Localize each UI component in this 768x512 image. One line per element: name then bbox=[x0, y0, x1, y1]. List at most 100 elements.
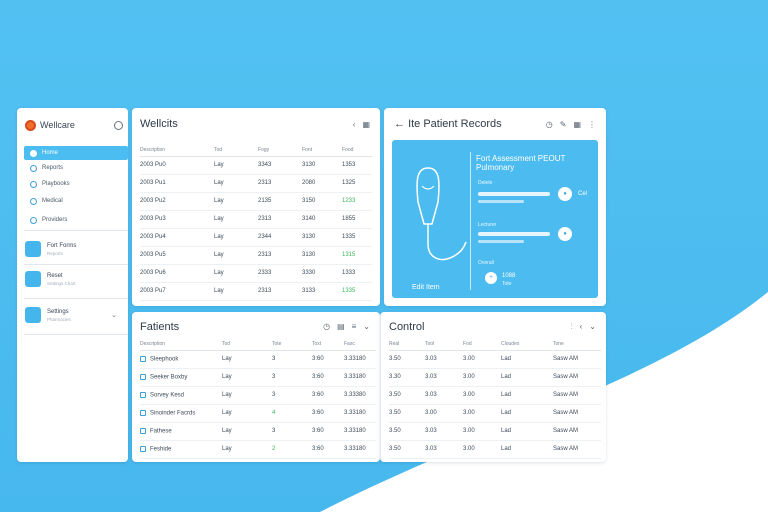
cell-text: 1353 bbox=[342, 162, 356, 168]
column-header[interactable]: Fasc bbox=[344, 338, 376, 351]
table-row[interactable]: 3.30 3.03 3.00 Lad Sasw AM bbox=[389, 368, 601, 387]
cell-text: 3140 bbox=[302, 216, 316, 222]
reset-icon bbox=[25, 271, 41, 287]
cell-text: 3:60 bbox=[312, 356, 324, 362]
table-cell: Sasw AM bbox=[553, 386, 601, 405]
cell-text: 2003 Pu4 bbox=[140, 234, 166, 240]
chevron-down-icon[interactable]: ⌄ bbox=[111, 312, 117, 319]
settings-icon[interactable]: ≡ bbox=[351, 322, 357, 331]
panel-title: Wellcits bbox=[140, 118, 178, 130]
chevron-down-icon[interactable]: ⌄ bbox=[363, 322, 370, 331]
table-row[interactable]: Sorvey Kesd Lay 3 3:60 3.33380 bbox=[140, 386, 376, 405]
table-row[interactable]: 2003 Pu5 Lay 2313 3130 1315 bbox=[140, 246, 372, 265]
cell-text: 3.03 bbox=[425, 374, 437, 380]
sidebar-card-forms[interactable]: Fort Forms Reports bbox=[25, 236, 123, 262]
column-header[interactable]: Tod bbox=[214, 144, 258, 157]
sidebar-card-reset[interactable]: Reset Settings Chart bbox=[25, 266, 123, 292]
column-header[interactable]: Fogy bbox=[258, 144, 302, 157]
sidebar-item-providers[interactable]: Providers bbox=[24, 213, 128, 227]
table-row[interactable]: Feshide Lay 2 3:60 3.33180 bbox=[140, 440, 376, 459]
column-header[interactable]: Fod bbox=[463, 338, 501, 351]
clock-icon[interactable]: ◷ bbox=[323, 322, 331, 331]
grid-icon[interactable]: ▦ bbox=[362, 120, 370, 129]
chevron-left-icon[interactable]: ‹ bbox=[352, 120, 356, 129]
column-header[interactable]: Tod bbox=[222, 338, 272, 351]
table-cell: 3 bbox=[272, 350, 312, 369]
cell-text: 3.00 bbox=[425, 410, 437, 416]
table-row[interactable]: 3.50 3.00 3.00 Lad Sasw AM bbox=[389, 404, 601, 423]
column-header[interactable]: Font bbox=[302, 144, 342, 157]
cell-text: 3 bbox=[272, 374, 276, 380]
chevron-left-icon[interactable]: ‹ bbox=[579, 322, 583, 331]
column-header[interactable]: Real bbox=[389, 338, 425, 351]
table-cell: 3.50 bbox=[389, 422, 425, 441]
cell-text: Lay bbox=[222, 428, 232, 434]
table-row[interactable]: 2003 Pu7 Lay 2313 3133 1335 bbox=[140, 282, 372, 301]
table-cell: Lay bbox=[214, 174, 258, 193]
sidebar-item-playbooks[interactable]: Playbooks bbox=[24, 177, 128, 191]
column-header[interactable]: Cloudex bbox=[501, 338, 553, 351]
column-header[interactable]: Toxt bbox=[312, 338, 344, 351]
cell-text: Sleephook bbox=[150, 356, 179, 363]
panel-title-text: Ite Patient Records bbox=[408, 118, 502, 130]
back-icon[interactable]: ← bbox=[394, 118, 409, 130]
home-icon bbox=[30, 149, 37, 157]
cell-text: Lay bbox=[222, 410, 232, 416]
table-row[interactable]: Fathese Lay 3 3:60 3.33180 bbox=[140, 422, 376, 441]
table-row[interactable]: 2003 Pu4 Lay 2344 3130 1335 bbox=[140, 228, 372, 247]
row-checkbox[interactable] bbox=[140, 427, 146, 434]
add-icon[interactable]: + bbox=[485, 272, 497, 284]
sidebar-item-reports[interactable]: Reports bbox=[24, 161, 128, 175]
filter-icon[interactable]: ⫶ bbox=[570, 322, 573, 331]
row-checkbox[interactable] bbox=[140, 355, 146, 362]
column-header[interactable]: Tool bbox=[425, 338, 463, 351]
table-row[interactable]: 2003 Pu3 Lay 2313 3140 1855 bbox=[140, 210, 372, 229]
toggle-knob[interactable]: ● bbox=[558, 227, 572, 241]
table-row[interactable]: Sleephook Lay 3 3:60 3.33180 bbox=[140, 350, 376, 369]
sidebar-item-home[interactable]: Home bbox=[24, 146, 128, 160]
more-icon[interactable]: ⋮ bbox=[588, 120, 596, 129]
field-bar bbox=[478, 240, 524, 243]
row-checkbox[interactable] bbox=[140, 409, 146, 416]
toggle-knob[interactable]: ● bbox=[558, 187, 572, 201]
visits-table: Description Tod Fogy Font Food 2003 Pu0 L… bbox=[140, 144, 372, 301]
table-row[interactable]: Seeker Boxby Lay 3 3:60 3.33180 bbox=[140, 368, 376, 387]
table-row[interactable]: 2003 Pu6 Lay 2333 3330 1333 bbox=[140, 264, 372, 283]
table-row[interactable]: Sinoinder Facrds Lay 4 3:60 3.33180 bbox=[140, 404, 376, 423]
table-row[interactable]: 2003 Pu2 Lay 2135 3150 1233 bbox=[140, 192, 372, 211]
row-checkbox[interactable] bbox=[140, 373, 146, 380]
table-cell: Sinoinder Facrds bbox=[140, 404, 222, 423]
cell-text: Lay bbox=[214, 234, 224, 240]
edit-item-link[interactable]: Edit Item bbox=[412, 284, 440, 291]
divider bbox=[24, 334, 128, 335]
column-header[interactable]: Food bbox=[342, 144, 372, 157]
row-checkbox[interactable] bbox=[140, 391, 146, 398]
clock-icon[interactable]: ◷ bbox=[545, 120, 553, 129]
document-icon[interactable]: ▤ bbox=[337, 322, 345, 331]
column-header[interactable]: Tone bbox=[553, 338, 601, 351]
table-cell: 3.50 bbox=[389, 440, 425, 459]
table-row[interactable]: 2003 Pu1 Lay 2313 2080 1325 bbox=[140, 174, 372, 193]
column-header[interactable]: Description bbox=[140, 144, 214, 157]
column-header[interactable]: Description bbox=[140, 338, 222, 351]
cell-text: 3.00 bbox=[463, 374, 475, 380]
table-row[interactable]: 2003 Pu0 Lay 3343 3130 1353 bbox=[140, 156, 372, 175]
table-cell: 3.00 bbox=[463, 368, 501, 387]
sidebar-card-settings[interactable]: Settings Pharmacies ⌄ bbox=[25, 302, 123, 328]
sidebar-item-medical[interactable]: Medical bbox=[24, 194, 128, 208]
column-header[interactable]: Tote bbox=[272, 338, 312, 351]
clock-icon[interactable] bbox=[114, 120, 123, 130]
cell-text: 3.33180 bbox=[344, 356, 366, 362]
grid-icon[interactable]: ▦ bbox=[573, 120, 581, 129]
chevron-down-icon[interactable]: ⌄ bbox=[589, 322, 596, 331]
edit-icon[interactable]: ✎ bbox=[559, 120, 567, 129]
row-checkbox[interactable] bbox=[140, 445, 146, 452]
field-bar bbox=[478, 200, 524, 203]
card-subtitle: Reports bbox=[47, 250, 63, 256]
